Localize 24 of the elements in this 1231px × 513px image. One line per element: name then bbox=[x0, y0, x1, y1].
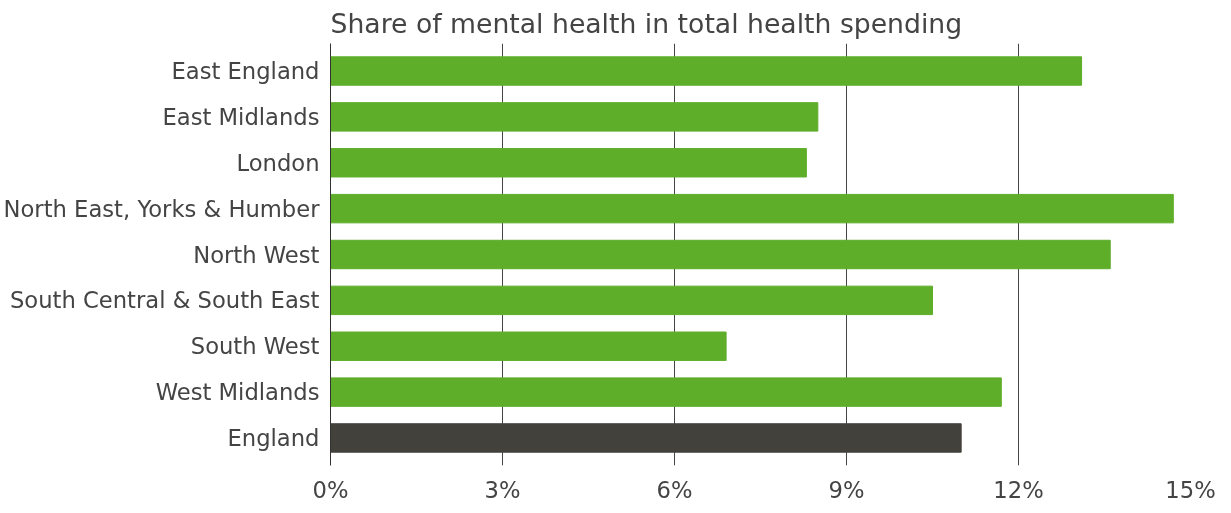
bar bbox=[330, 377, 1002, 407]
x-tick-label: 15% bbox=[1165, 476, 1216, 503]
x-tick-label: 0% bbox=[312, 476, 349, 503]
bar bbox=[330, 239, 1111, 270]
bar bbox=[330, 331, 727, 361]
y-tick-label: East England bbox=[171, 58, 320, 85]
x-tick-label: 12% bbox=[993, 476, 1044, 503]
bar bbox=[330, 102, 819, 132]
chart-title: Share of mental health in total health spending bbox=[330, 7, 963, 39]
x-tick-label: 6% bbox=[656, 476, 693, 503]
bar bbox=[330, 56, 1083, 86]
y-tick-label: North East, Yorks & Humber bbox=[3, 195, 321, 222]
x-tick-label: 9% bbox=[828, 476, 865, 503]
bar bbox=[330, 193, 1174, 224]
y-tick-label: South Central & South East bbox=[9, 287, 320, 314]
bar bbox=[330, 285, 933, 316]
x-tick-label: 3% bbox=[484, 476, 521, 503]
y-tick-label: England bbox=[227, 424, 320, 451]
bar bbox=[330, 148, 807, 178]
y-tick-label: East Midlands bbox=[162, 103, 320, 130]
y-tick-label: London bbox=[236, 149, 320, 176]
y-tick-label: West Midlands bbox=[155, 379, 320, 406]
y-tick-label: North West bbox=[193, 241, 320, 268]
y-tick-label: South West bbox=[190, 333, 320, 360]
